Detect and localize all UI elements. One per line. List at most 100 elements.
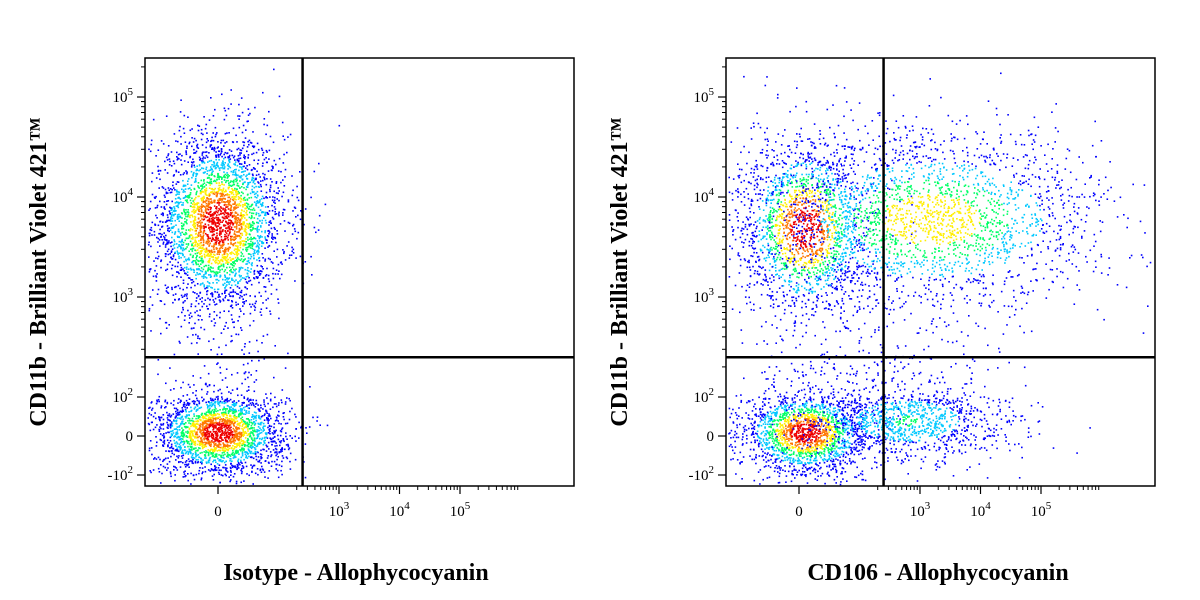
event-dot xyxy=(216,413,219,415)
event-dot xyxy=(211,237,214,239)
event-dot xyxy=(172,244,175,247)
event-dot xyxy=(232,262,235,264)
event-dot xyxy=(242,221,245,223)
event-dot xyxy=(232,171,234,174)
event-dot xyxy=(186,430,189,433)
event-dot xyxy=(271,199,274,202)
event-dot xyxy=(241,382,243,385)
event-dot xyxy=(235,410,238,413)
event-dot xyxy=(179,342,181,344)
event-dot xyxy=(256,221,258,224)
event-dot xyxy=(255,213,257,216)
event-dot xyxy=(204,432,207,434)
event-dot xyxy=(213,311,216,313)
event-dot xyxy=(231,300,234,303)
event-dot xyxy=(239,180,241,182)
event-dot xyxy=(166,291,169,294)
event-dot xyxy=(181,217,183,219)
event-dot xyxy=(233,400,235,402)
event-dot xyxy=(240,258,243,260)
event-dot xyxy=(224,399,227,402)
event-dot xyxy=(245,300,247,302)
event-dot xyxy=(193,208,195,211)
event-dot xyxy=(217,403,220,405)
event-dot xyxy=(257,460,259,463)
event-dot xyxy=(250,236,252,239)
event-dot xyxy=(227,250,230,252)
event-dot xyxy=(242,197,245,200)
event-dot xyxy=(169,206,171,209)
event-dot xyxy=(202,459,204,461)
event-dot xyxy=(190,452,192,455)
event-dot xyxy=(252,442,254,445)
event-dot xyxy=(260,416,263,418)
event-dot xyxy=(234,211,237,213)
event-dot xyxy=(185,247,187,250)
event-dot xyxy=(254,306,257,309)
event-dot xyxy=(226,417,229,419)
event-dot xyxy=(157,165,159,168)
event-dot xyxy=(209,169,212,171)
event-dot xyxy=(197,234,199,236)
event-dot xyxy=(240,214,242,217)
event-dot xyxy=(205,207,207,209)
event-dot xyxy=(284,259,287,261)
event-dot xyxy=(251,209,254,211)
event-dot xyxy=(234,452,236,455)
event-dot xyxy=(213,200,215,202)
event-dot xyxy=(206,132,208,134)
event-dot xyxy=(174,479,176,482)
event-dot xyxy=(220,418,223,420)
event-dot xyxy=(239,157,242,160)
event-dot xyxy=(201,206,204,208)
event-dot xyxy=(158,471,161,473)
event-dot xyxy=(240,481,242,484)
event-dot xyxy=(227,225,230,228)
event-dot xyxy=(213,390,215,393)
event-dot xyxy=(219,184,221,187)
event-dot xyxy=(198,125,201,127)
event-dot xyxy=(151,407,154,410)
event-dot xyxy=(229,238,232,240)
event-dot xyxy=(173,439,175,442)
event-dot xyxy=(273,206,276,208)
event-dot xyxy=(205,427,207,429)
event-dot xyxy=(265,222,268,224)
event-dot xyxy=(215,194,218,197)
event-dot xyxy=(165,290,168,292)
event-dot xyxy=(186,200,188,203)
event-dot xyxy=(227,263,229,265)
event-dot xyxy=(209,441,212,444)
event-dot xyxy=(232,156,235,159)
event-dot xyxy=(188,432,191,434)
event-dot xyxy=(166,172,169,174)
event-dot xyxy=(269,190,271,193)
event-dot xyxy=(192,161,195,163)
event-dot xyxy=(270,284,273,286)
event-dot xyxy=(180,234,182,236)
event-dot xyxy=(218,259,220,262)
event-dot xyxy=(163,303,166,306)
event-dot xyxy=(246,263,248,265)
event-dot xyxy=(221,413,224,415)
event-dot xyxy=(168,210,171,212)
event-dot xyxy=(199,260,202,262)
event-dot xyxy=(210,349,212,351)
event-dot xyxy=(171,248,174,250)
event-dot xyxy=(231,433,233,435)
event-dot xyxy=(248,245,251,247)
event-dot xyxy=(265,410,268,413)
event-dot xyxy=(231,258,233,260)
event-dot xyxy=(185,273,187,275)
event-dot xyxy=(224,247,227,249)
event-dot xyxy=(255,196,258,199)
event-dot xyxy=(205,272,207,275)
event-dot xyxy=(268,233,270,235)
event-dot xyxy=(217,219,219,221)
event-dot xyxy=(190,269,192,271)
event-dot xyxy=(193,413,195,415)
event-dot xyxy=(199,225,201,227)
event-dot xyxy=(253,277,256,280)
event-dot xyxy=(170,443,173,446)
